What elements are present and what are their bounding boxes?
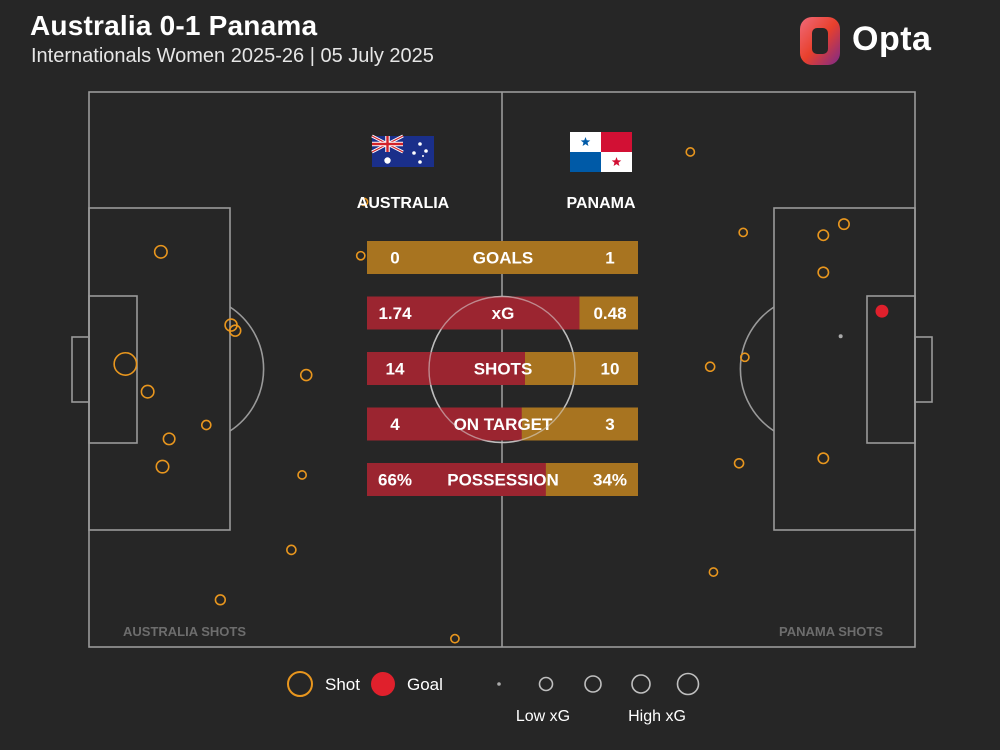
away-shot-marker <box>704 361 716 373</box>
left-goal <box>71 336 90 403</box>
home-shot-marker <box>113 351 138 376</box>
legend-xg-size-marker <box>631 674 651 694</box>
home-shot-marker <box>297 470 308 480</box>
away-shot-marker <box>738 227 749 238</box>
left-penalty-arc <box>229 306 265 432</box>
right-penalty-area <box>773 207 916 531</box>
legend: Shot Goal Low xG High xG <box>287 671 700 725</box>
legend-goal-label: Goal <box>407 675 443 694</box>
stat-away-value: 10 <box>601 360 620 379</box>
stat-away-value: 3 <box>605 415 614 434</box>
stat-row: 0 GOALS 1 <box>367 241 638 274</box>
stat-label: SHOTS <box>474 360 533 379</box>
left-penalty-area <box>88 207 231 531</box>
stat-home-value: 66% <box>378 471 412 490</box>
stat-row: 4 ON TARGET 3 <box>367 407 638 441</box>
home-shot-marker <box>153 244 168 259</box>
home-shot-marker <box>214 594 227 606</box>
australia-flag-icon <box>371 134 434 167</box>
stat-row: 66% POSSESSION 34% <box>367 463 638 496</box>
home-shot-marker <box>355 250 366 261</box>
home-shot-marker <box>155 459 170 474</box>
away-shot-marker <box>838 334 843 339</box>
stat-home-value: 1.74 <box>378 304 412 323</box>
away-shot-marker <box>739 352 750 363</box>
panama-flag-icon <box>570 132 632 172</box>
away-shot-marker <box>685 147 696 157</box>
home-shot-marker <box>228 324 242 337</box>
home-shots-label: AUSTRALIA SHOTS <box>123 624 246 639</box>
home-shots <box>113 197 460 644</box>
away-shots <box>685 147 889 577</box>
stat-label: GOALS <box>473 249 533 268</box>
away-goal-marker <box>875 304 889 318</box>
legend-xg-size-marker <box>584 675 602 693</box>
home-shot-marker <box>162 432 176 446</box>
home-shot-marker <box>299 368 313 382</box>
home-shot-marker <box>450 633 460 644</box>
right-six-yard-box <box>866 295 916 444</box>
stat-away-value: 0.48 <box>593 304 626 323</box>
legend-shot-icon <box>287 671 313 697</box>
stat-home-value: 4 <box>390 415 400 434</box>
legend-xg-size-marker <box>676 672 700 696</box>
away-shot-marker <box>733 457 745 469</box>
opta-logo-icon <box>800 17 840 65</box>
home-team-name: AUSTRALIA <box>357 195 450 212</box>
opta-logo-text: Opta <box>852 20 932 58</box>
page-title: Australia 0-1 Panama <box>30 10 318 41</box>
stat-row: 14 SHOTS 10 <box>367 352 638 385</box>
stat-home-bar <box>367 463 546 496</box>
stat-home-bar <box>367 407 522 441</box>
left-six-yard-box <box>88 295 138 444</box>
stat-away-bar <box>367 241 638 274</box>
away-shots-label: PANAMA SHOTS <box>779 624 883 639</box>
away-team-name: PANAMA <box>566 195 635 212</box>
stat-label: ON TARGET <box>454 415 553 434</box>
centre-circle-overlay <box>428 295 576 444</box>
stat-away-value: 34% <box>593 471 627 490</box>
stat-home-value: 0 <box>390 249 399 268</box>
away-shot-marker <box>817 266 830 279</box>
away-shot-marker <box>837 218 850 231</box>
stat-away-value: 1 <box>605 249 614 268</box>
stat-label: xG <box>492 304 515 323</box>
page-subtitle: Internationals Women 2025-26 | 05 July 2… <box>31 45 434 67</box>
away-shot-marker <box>817 452 830 465</box>
legend-goal-icon <box>371 672 395 696</box>
stat-home-value: 14 <box>386 360 405 379</box>
right-penalty-arc <box>739 306 775 432</box>
stat-home-bar <box>367 352 525 385</box>
stat-label: POSSESSION <box>447 471 558 490</box>
legend-high-xg-label: High xG <box>628 708 686 725</box>
home-shot-marker <box>200 419 212 431</box>
legend-low-xg-label: Low xG <box>516 708 570 725</box>
legend-xg-size-marker <box>497 682 501 686</box>
home-shot-marker <box>286 544 297 556</box>
legend-shot-label: Shot <box>325 675 360 694</box>
stat-row: 1.74 xG 0.48 <box>367 296 638 330</box>
right-goal <box>914 336 933 403</box>
home-shot-marker <box>140 384 155 399</box>
away-shot-marker <box>817 229 830 242</box>
home-shot-marker <box>359 197 369 207</box>
legend-xg-size-marker <box>538 676 554 692</box>
away-shot-marker <box>708 567 719 577</box>
